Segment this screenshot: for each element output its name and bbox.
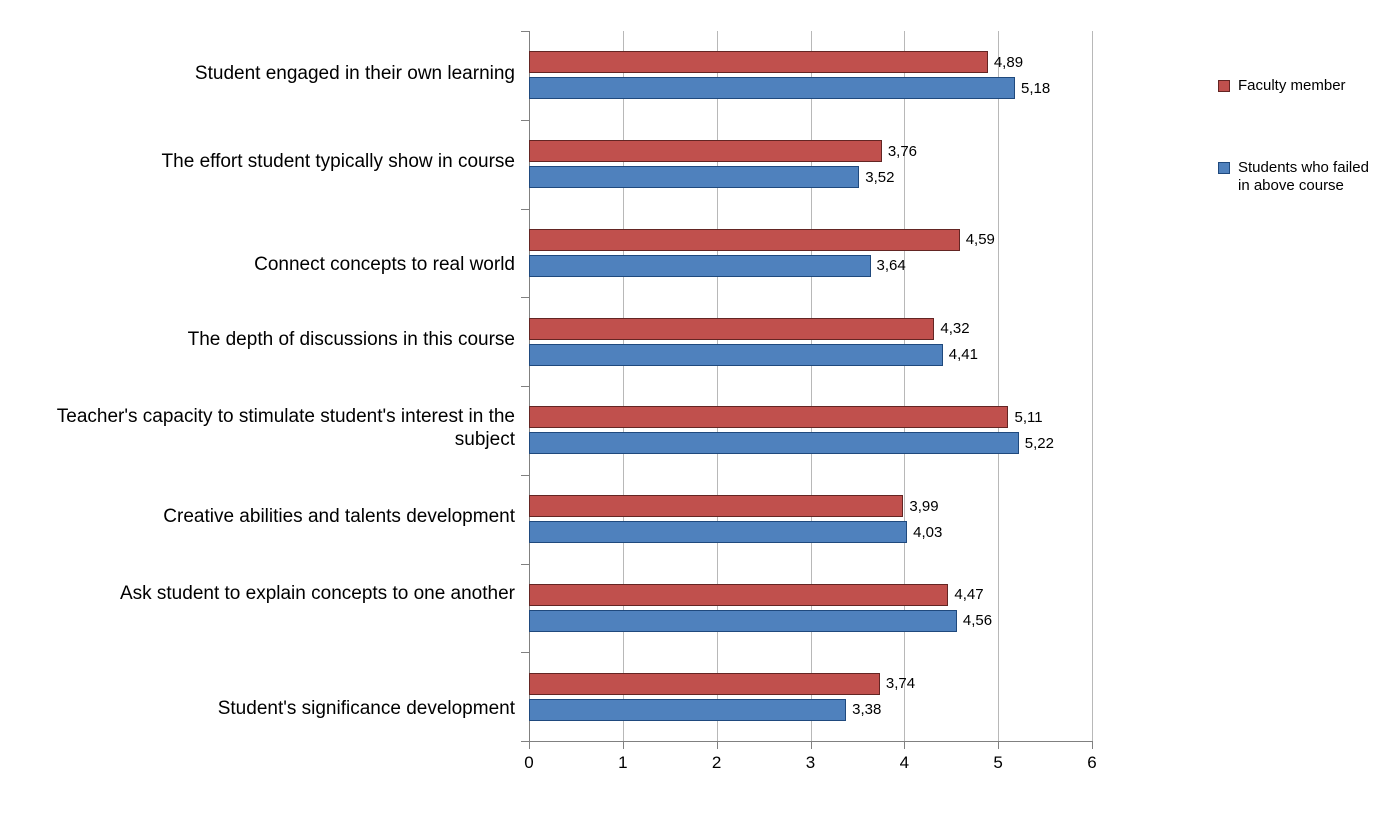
bar-engaged-learning-faculty <box>529 51 988 73</box>
x-tick <box>904 741 905 749</box>
gridline <box>904 31 905 741</box>
value-label-creative-students: 4,03 <box>913 524 942 541</box>
y-tick <box>521 31 529 32</box>
bar-explain-faculty <box>529 584 948 606</box>
y-tick <box>521 297 529 298</box>
value-label-real-world-students: 3,64 <box>877 257 906 274</box>
x-tick-label: 0 <box>524 753 533 773</box>
bar-real-world-students <box>529 255 871 277</box>
y-tick <box>521 564 529 565</box>
bar-student-sig-faculty <box>529 673 880 695</box>
bar-real-world-faculty <box>529 229 960 251</box>
x-tick-label: 5 <box>993 753 1002 773</box>
category-label-creative: Creative abilities and talents developme… <box>15 505 515 529</box>
x-tick-label: 3 <box>806 753 815 773</box>
legend-swatch-faculty <box>1218 80 1230 92</box>
x-tick <box>717 741 718 749</box>
x-tick-label: 1 <box>618 753 627 773</box>
x-tick <box>623 741 624 749</box>
category-label-real-world: Connect concepts to real world <box>15 253 515 277</box>
y-axis <box>529 31 530 741</box>
plot-area: 4,89 5,18 3,76 3,52 4,59 3,64 4,32 4,41 5,11 5,22… <box>529 31 1092 741</box>
gridline <box>811 31 812 741</box>
x-tick-label: 2 <box>712 753 721 773</box>
x-tick <box>811 741 812 749</box>
bar-capacity-students <box>529 432 1019 454</box>
category-label-capacity: Teacher's capacity to stimulate student'… <box>15 405 515 453</box>
value-label-depth-students: 4,41 <box>949 346 978 363</box>
value-label-capacity-faculty: 5,11 <box>1014 409 1042 426</box>
value-label-student-sig-students: 3,38 <box>852 701 881 718</box>
y-tick <box>521 475 529 476</box>
y-tick <box>521 741 529 742</box>
legend-item-faculty: Faculty member <box>1218 77 1378 95</box>
value-label-effort-shows-faculty: 3,76 <box>888 143 917 160</box>
gridline <box>998 31 999 741</box>
value-label-effort-shows-students: 3,52 <box>865 169 894 186</box>
x-tick <box>1092 741 1093 749</box>
value-label-engaged-learning-students: 5,18 <box>1021 80 1050 97</box>
category-label-explain: Ask student to explain concepts to one a… <box>15 582 515 606</box>
category-label-student-sig: Student's significance development <box>15 697 515 721</box>
value-label-capacity-students: 5,22 <box>1025 435 1054 452</box>
y-tick <box>521 652 529 653</box>
value-label-real-world-faculty: 4,59 <box>966 231 995 248</box>
bar-capacity-faculty <box>529 406 1008 428</box>
value-label-student-sig-faculty: 3,74 <box>886 675 915 692</box>
bar-creative-faculty <box>529 495 903 517</box>
y-tick <box>521 209 529 210</box>
legend-item-students: Students who failed in above course <box>1218 159 1378 195</box>
x-tick <box>998 741 999 749</box>
legend-label-faculty: Faculty member <box>1238 77 1346 95</box>
x-tick <box>529 741 530 749</box>
value-label-engaged-learning-faculty: 4,89 <box>994 54 1023 71</box>
bar-effort-shows-students <box>529 166 859 188</box>
bar-explain-students <box>529 610 957 632</box>
legend: Faculty member Students who failed in abo… <box>1218 77 1378 259</box>
bar-student-sig-students <box>529 699 846 721</box>
bar-engaged-learning-students <box>529 77 1015 99</box>
bar-depth-students <box>529 344 943 366</box>
value-label-depth-faculty: 4,32 <box>940 320 969 337</box>
x-tick-label: 6 <box>1087 753 1096 773</box>
gridline <box>717 31 718 741</box>
legend-swatch-students <box>1218 162 1230 174</box>
value-label-explain-students: 4,56 <box>963 612 992 629</box>
category-label-depth: The depth of discussions in this course <box>15 328 515 352</box>
bar-creative-students <box>529 521 907 543</box>
value-label-explain-faculty: 4,47 <box>954 586 983 603</box>
value-label-creative-faculty: 3,99 <box>909 498 938 515</box>
legend-label-students: Students who failed in above course <box>1238 159 1378 195</box>
bar-depth-faculty <box>529 318 934 340</box>
bar-effort-shows-faculty <box>529 140 882 162</box>
y-tick <box>521 386 529 387</box>
y-tick <box>521 120 529 121</box>
gridline <box>623 31 624 741</box>
chart-container: 4,89 5,18 3,76 3,52 4,59 3,64 4,32 4,41 5,11 5,22… <box>0 0 1396 815</box>
x-tick-label: 4 <box>900 753 909 773</box>
gridline <box>1092 31 1093 741</box>
category-label-engaged-learning: Student engaged in their own learning <box>15 62 515 86</box>
category-label-effort-shows: The effort student typically show in cou… <box>15 150 515 174</box>
